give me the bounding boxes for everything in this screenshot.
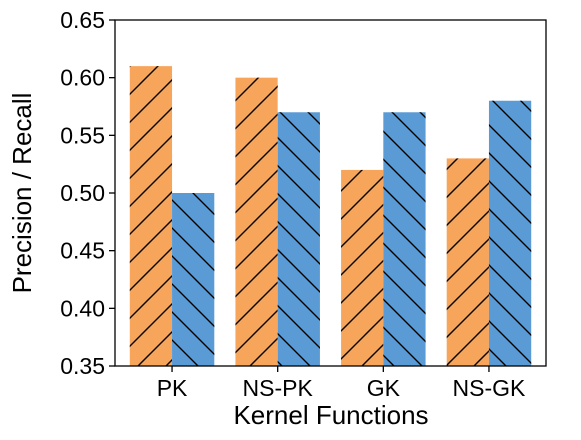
bars-group xyxy=(129,66,532,367)
y-tick-label: 0.60 xyxy=(60,65,105,91)
x-tick-label: GK xyxy=(367,375,401,401)
bar-hatch-gk-series-1 xyxy=(341,169,384,366)
x-tick-label: PK xyxy=(157,375,188,401)
y-tick-label: 0.65 xyxy=(60,7,105,33)
y-tick-label: 0.40 xyxy=(60,295,105,321)
y-axis-label: Precision / Recall xyxy=(7,93,37,294)
y-axis: 0.35 0.40 0.45 0.50 0.55 0.60 0.65 xyxy=(60,7,115,379)
x-tick-label: NS-PK xyxy=(243,375,314,401)
x-tick-label: NS-GK xyxy=(453,375,527,401)
bar-hatch-ns-gk-series-1 xyxy=(446,158,489,366)
y-tick-label: 0.55 xyxy=(60,122,105,148)
bar-hatch-ns-pk-series-1 xyxy=(235,77,278,367)
y-tick-label: 0.45 xyxy=(60,238,105,264)
bar-hatch-ns-gk-series-2 xyxy=(488,100,532,366)
bar-hatch-pk-series-2 xyxy=(172,193,215,366)
x-axis: PK NS-PK GK NS-GK xyxy=(157,366,526,401)
y-tick-label: 0.50 xyxy=(60,180,105,206)
bar-hatch-gk-series-2 xyxy=(383,112,426,367)
x-axis-label: Kernel Functions xyxy=(233,400,428,430)
bar-hatch-pk-series-1 xyxy=(129,66,173,366)
bar-hatch-ns-pk-series-2 xyxy=(277,112,320,367)
y-tick-label: 0.35 xyxy=(60,353,105,379)
